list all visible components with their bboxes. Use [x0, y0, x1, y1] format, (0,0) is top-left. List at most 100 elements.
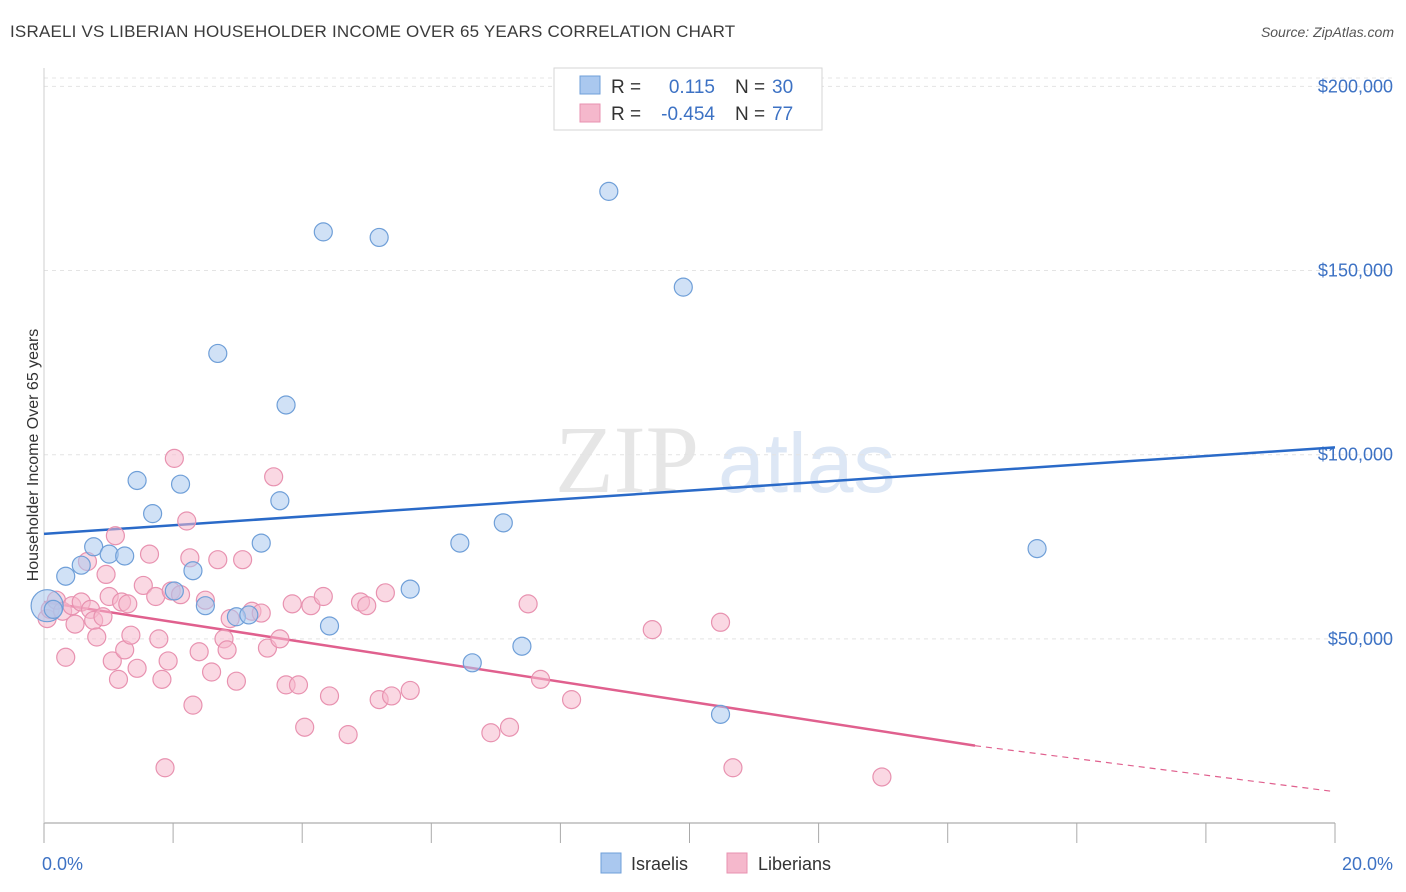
- bottom-legend-swatch-liberians: [726, 852, 748, 874]
- legend-r-value-2: -0.454: [661, 104, 715, 125]
- liberian-point: [381, 686, 402, 706]
- trend-line-israelis: [43, 446, 1336, 536]
- liberian-point: [87, 627, 107, 647]
- liberian-point: [208, 550, 228, 570]
- y-tick-label: $50,000: [1328, 629, 1393, 649]
- israeli-point: [183, 561, 203, 581]
- israeli-point: [239, 605, 259, 625]
- liberian-point: [164, 448, 184, 468]
- bottom-legend-israelis: Israelis: [631, 854, 688, 874]
- liberian-point: [319, 686, 340, 706]
- trend-line-liberians-extension: [974, 745, 1336, 793]
- israeli-point: [493, 513, 513, 533]
- liberian-point: [217, 640, 237, 660]
- source-label: Source: ZipAtlas.com: [1260, 24, 1394, 40]
- liberian-point: [518, 594, 538, 614]
- y-tick-label: $200,000: [1318, 76, 1393, 96]
- legend-r-label-1: R =: [611, 77, 641, 98]
- legend: R = 0.115 N = 30 R = -0.454 N = 77: [553, 67, 823, 131]
- liberian-point: [375, 583, 395, 603]
- israeli-point: [43, 599, 63, 619]
- chart-title: ISRAELI VS LIBERIAN HOUSEHOLDER INCOME O…: [10, 22, 736, 41]
- israeli-point: [673, 277, 693, 297]
- liberian-point: [499, 717, 520, 737]
- israeli-point: [276, 395, 296, 415]
- watermark-atlas: atlas: [718, 416, 895, 510]
- legend-r-label-2: R =: [611, 104, 641, 125]
- israeli-point: [710, 704, 731, 724]
- liberian-point: [121, 625, 141, 645]
- liberian-point: [233, 550, 253, 570]
- israeli-point: [400, 579, 420, 599]
- x-tick-label: 0.0%: [42, 854, 83, 874]
- israeli-point: [127, 470, 147, 491]
- liberian-point: [264, 467, 284, 487]
- liberian-point: [93, 607, 113, 627]
- liberian-point: [357, 596, 377, 616]
- liberian-point: [400, 680, 420, 701]
- israeli-point: [1027, 539, 1047, 559]
- legend-swatch-liberians: [579, 103, 601, 123]
- liberian-point: [338, 725, 358, 745]
- liberian-point: [96, 564, 116, 585]
- bottom-legend: Israelis Liberians: [600, 852, 831, 874]
- legend-n-value-1: 30: [772, 77, 793, 98]
- israeli-point: [71, 555, 91, 575]
- liberian-point: [313, 586, 333, 607]
- israeli-points: [30, 181, 1047, 724]
- liberian-point: [133, 575, 153, 596]
- y-ticks: $50,000 $100,000 $150,000 $200,000: [1318, 76, 1393, 648]
- liberian-point: [105, 526, 125, 546]
- liberian-point: [108, 669, 129, 689]
- legend-r-value-1: 0.115: [669, 77, 715, 98]
- israeli-point: [599, 181, 619, 201]
- israeli-point: [84, 537, 104, 557]
- israeli-point: [195, 596, 215, 616]
- liberian-point: [158, 651, 178, 671]
- liberian-point: [642, 620, 662, 640]
- x-tick-label: 20.0%: [1342, 854, 1393, 874]
- israeli-point: [251, 533, 271, 553]
- legend-n-label-1: N =: [735, 77, 765, 98]
- liberian-point: [149, 629, 169, 649]
- y-tick-label: $100,000: [1318, 445, 1393, 465]
- legend-swatch-israelis: [579, 75, 601, 95]
- liberian-point: [102, 651, 122, 671]
- liberian-point: [201, 662, 222, 682]
- legend-n-label-2: N =: [735, 104, 765, 125]
- israeli-point: [115, 546, 135, 566]
- israeli-point: [450, 533, 470, 553]
- israeli-point: [270, 491, 290, 511]
- bottom-legend-liberians: Liberians: [758, 854, 831, 874]
- israeli-point: [208, 343, 228, 364]
- israeli-point: [313, 222, 333, 242]
- liberian-point: [56, 647, 76, 667]
- trend-line-liberians: [43, 600, 976, 747]
- israeli-point: [369, 227, 389, 248]
- liberian-point: [710, 612, 731, 632]
- israeli-point: [164, 581, 184, 601]
- x-ticks: 0.0% 20.0%: [42, 823, 1393, 874]
- liberian-point: [282, 594, 302, 614]
- liberian-point: [226, 671, 247, 691]
- liberian-point: [561, 690, 582, 710]
- trend-lines: [43, 446, 1336, 793]
- legend-n-value-2: 77: [772, 104, 793, 125]
- liberian-point: [183, 695, 203, 715]
- liberian-point: [65, 614, 85, 634]
- liberian-point: [288, 675, 309, 695]
- israeli-point: [512, 636, 532, 656]
- israeli-point: [56, 566, 76, 586]
- liberian-point: [118, 594, 138, 614]
- liberian-point: [530, 669, 551, 689]
- liberian-point: [270, 629, 290, 649]
- liberian-point: [723, 758, 743, 778]
- liberian-point: [139, 544, 160, 564]
- liberian-point: [481, 723, 501, 743]
- bottom-legend-swatch-israelis: [600, 852, 622, 874]
- liberian-point: [189, 642, 209, 662]
- liberian-point: [872, 767, 892, 787]
- liberian-point: [295, 717, 315, 737]
- israeli-point: [462, 653, 482, 673]
